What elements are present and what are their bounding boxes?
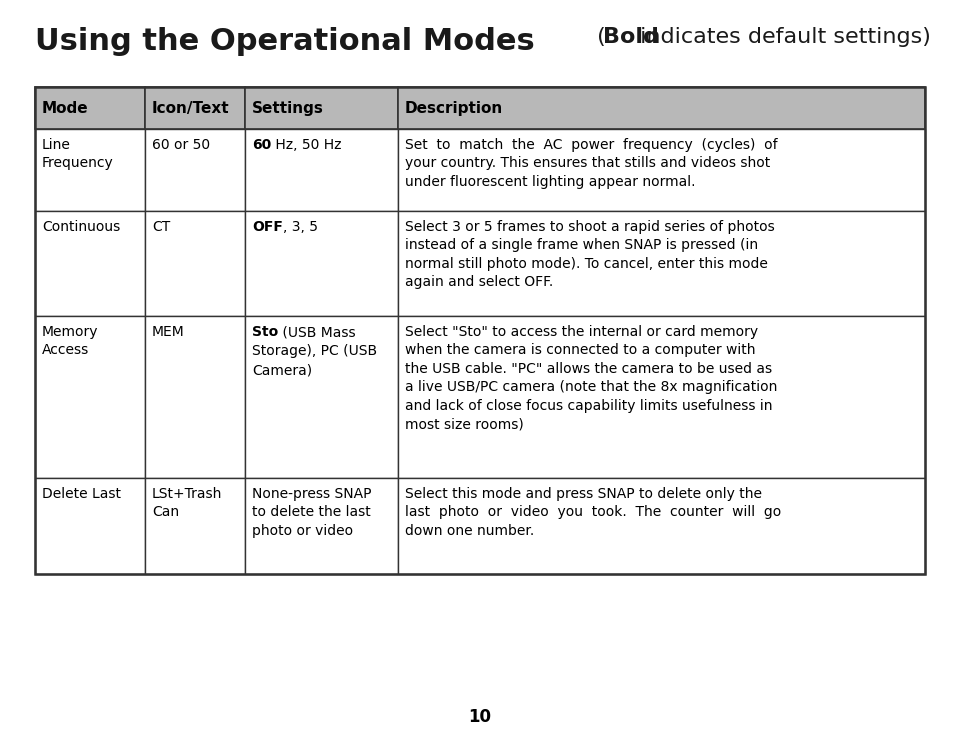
Text: Icon/Text: Icon/Text	[152, 100, 230, 116]
Bar	[245, 129, 397, 211]
Bar	[145, 87, 245, 129]
Text: Set  to  match  the  AC  power  frequency  (cycles)  of
your country. This ensur: Set to match the AC power frequency (cyc…	[405, 138, 777, 188]
Text: OFF: OFF	[252, 220, 283, 234]
Text: Using the Operational Modes: Using the Operational Modes	[35, 27, 535, 56]
Bar	[145, 478, 245, 574]
Text: 10: 10	[468, 708, 491, 726]
Text: Hz, 50 Hz: Hz, 50 Hz	[271, 138, 341, 152]
Bar	[35, 87, 145, 129]
Text: CT: CT	[152, 220, 170, 234]
Text: Description: Description	[405, 100, 503, 116]
Bar	[35, 478, 145, 574]
Bar	[397, 211, 924, 316]
Bar	[145, 129, 245, 211]
Text: 60 or 50: 60 or 50	[152, 138, 210, 152]
Text: Sto: Sto	[252, 325, 278, 339]
Bar	[245, 316, 397, 478]
Text: , 3, 5: , 3, 5	[283, 220, 317, 234]
Text: Select this mode and press SNAP to delete only the
last  photo  or  video  you  : Select this mode and press SNAP to delet…	[405, 487, 781, 538]
Text: Memory
Access: Memory Access	[42, 325, 98, 358]
Bar	[245, 211, 397, 316]
Text: None-press SNAP
to delete the last
photo or video: None-press SNAP to delete the last photo…	[252, 487, 371, 538]
Bar	[35, 129, 145, 211]
Text: indicates default settings): indicates default settings)	[633, 27, 930, 47]
Text: LSt+Trash
Can: LSt+Trash Can	[152, 487, 222, 519]
Bar	[397, 87, 924, 129]
Bar	[245, 87, 397, 129]
Text: Select "Sto" to access the internal or card memory
when the camera is connected : Select "Sto" to access the internal or c…	[405, 325, 777, 431]
Text: Storage), PC (USB: Storage), PC (USB	[252, 344, 376, 358]
Bar	[145, 316, 245, 478]
Text: Select 3 or 5 frames to shoot a rapid series of photos
instead of a single frame: Select 3 or 5 frames to shoot a rapid se…	[405, 220, 774, 289]
Bar	[145, 211, 245, 316]
Text: Bold: Bold	[602, 27, 659, 47]
Text: Mode: Mode	[42, 100, 89, 116]
Bar	[397, 316, 924, 478]
Text: (: (	[589, 27, 605, 47]
Text: (USB Mass: (USB Mass	[278, 325, 355, 339]
Text: Settings: Settings	[252, 100, 323, 116]
Text: 60: 60	[252, 138, 271, 152]
Bar	[35, 211, 145, 316]
Text: MEM: MEM	[152, 325, 185, 339]
Bar	[35, 316, 145, 478]
Text: Line
Frequency: Line Frequency	[42, 138, 113, 171]
Text: Camera): Camera)	[252, 364, 312, 378]
Text: Continuous: Continuous	[42, 220, 120, 234]
Bar	[397, 129, 924, 211]
Bar	[245, 478, 397, 574]
Text: Delete Last: Delete Last	[42, 487, 121, 501]
Bar	[397, 478, 924, 574]
Bar	[35, 87, 924, 574]
